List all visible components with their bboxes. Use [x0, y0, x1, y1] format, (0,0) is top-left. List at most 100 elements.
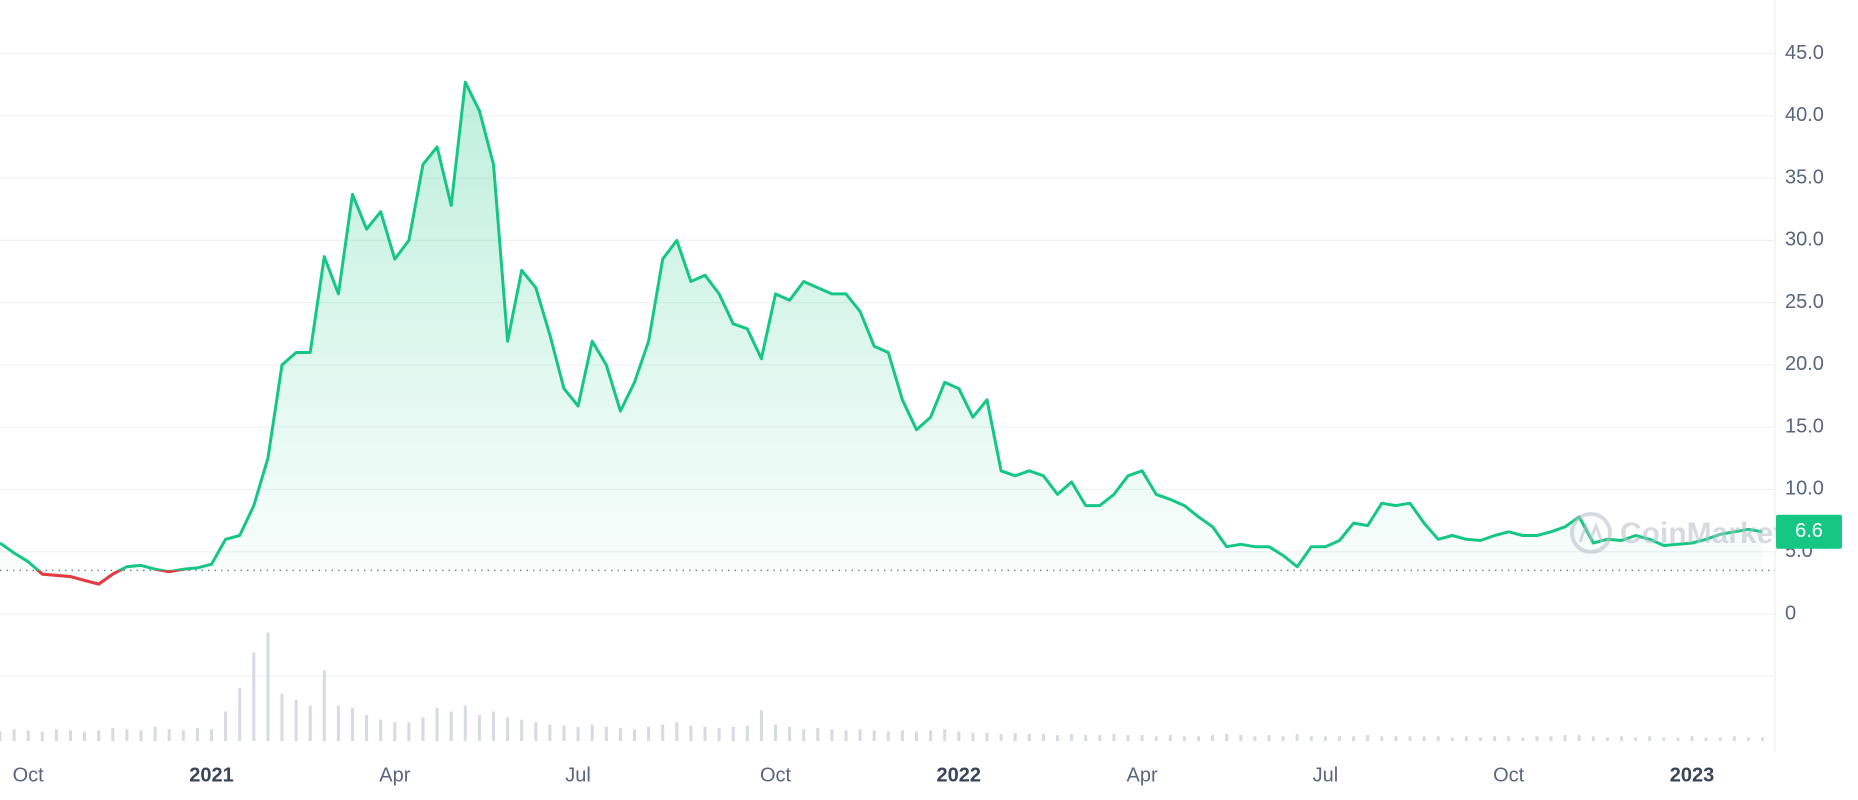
volume-bar	[252, 652, 256, 741]
volume-bar	[802, 729, 806, 741]
volume-bar	[633, 729, 636, 741]
volume-bar	[1366, 735, 1370, 741]
volume-bar	[322, 670, 326, 741]
volume-bar	[1436, 736, 1440, 741]
volume-bar	[1479, 737, 1482, 741]
volume-bar	[1648, 736, 1652, 741]
volume-bar	[985, 732, 989, 741]
volume-bar	[1197, 736, 1200, 741]
volume-bar	[1027, 733, 1031, 741]
last-price-label: 6.6	[1795, 520, 1823, 542]
volume-bar	[69, 730, 72, 741]
x-tick-label: 2022	[937, 764, 982, 786]
volume-bar	[1352, 736, 1356, 741]
volume-bar	[97, 730, 101, 741]
volume-bar	[576, 726, 580, 741]
volume-bar	[872, 730, 876, 741]
volume-bar	[929, 730, 933, 741]
volume-bar	[477, 715, 481, 741]
watermark-logo	[1570, 512, 1612, 554]
volume-bar	[1211, 735, 1215, 741]
volume-bar	[745, 725, 749, 741]
volume-bar	[1070, 733, 1074, 741]
x-tick-label: Oct	[13, 764, 45, 786]
volume-bar	[0, 731, 2, 741]
x-tick-label: Jul	[1313, 764, 1339, 786]
volume-bar	[421, 717, 425, 741]
volume-bar	[1084, 735, 1088, 741]
volume-bar	[1225, 733, 1229, 741]
volume-bar	[1408, 736, 1412, 741]
volume-bar	[1323, 736, 1327, 741]
volume-bar	[407, 722, 411, 741]
volume-bar	[759, 710, 763, 741]
volume-bar	[830, 729, 834, 741]
volume-bar	[54, 729, 58, 741]
volume-bar	[111, 728, 115, 741]
volume-bar	[12, 729, 16, 741]
volume-bar	[167, 729, 171, 741]
volume-bar	[604, 726, 608, 741]
volume-bar	[1662, 737, 1666, 741]
volume-bar	[618, 728, 622, 741]
x-tick-label: 2021	[189, 764, 234, 786]
volume-bar	[1295, 733, 1299, 741]
volume-bar	[1281, 736, 1285, 741]
volume-bar	[661, 724, 665, 741]
volume-bar	[40, 731, 44, 741]
volume-bar	[957, 731, 961, 741]
volume-bar	[1098, 735, 1102, 741]
x-tick-label: Jul	[565, 764, 591, 786]
volume-bar	[1634, 737, 1638, 741]
volume-bar	[210, 729, 213, 741]
volume-bar	[1676, 737, 1680, 741]
volume-bar	[1549, 736, 1553, 741]
volume-bar	[506, 717, 510, 741]
x-tick-label: Apr	[379, 764, 410, 786]
volume-bar	[816, 728, 820, 741]
price-line	[0, 80, 1763, 586]
volume-bar	[449, 711, 453, 741]
volume-bar	[139, 730, 143, 741]
volume-bar	[351, 707, 354, 741]
volume-bar	[675, 722, 679, 741]
volume-bar	[294, 699, 298, 741]
volume-bar	[1704, 737, 1708, 741]
volume-bar	[195, 728, 199, 741]
volume-bar	[26, 730, 30, 741]
volume-bar	[1761, 737, 1764, 741]
volume-bar	[520, 719, 524, 741]
volume-bar	[647, 726, 651, 741]
y-tick-label: 25.0	[1785, 291, 1824, 313]
volume-bar	[1140, 735, 1144, 741]
y-tick-label: 45.0	[1785, 42, 1824, 64]
area	[0, 82, 1763, 585]
volume-bar	[858, 729, 862, 741]
volume-bar	[971, 732, 975, 741]
volume-bar	[1620, 736, 1623, 741]
last-price-badge	[1776, 514, 1842, 549]
volume-bar	[280, 693, 284, 741]
volume-bar	[1746, 737, 1750, 741]
volume-bar	[1422, 736, 1426, 741]
volume-bar	[336, 705, 340, 741]
volume-bar	[365, 715, 369, 741]
volume-bar	[1041, 733, 1045, 741]
volume-bar	[774, 724, 777, 741]
volume-bar	[1239, 735, 1243, 741]
volume-bar	[1605, 737, 1609, 741]
volume-bar	[1535, 736, 1539, 741]
y-tick-label: 35.0	[1785, 166, 1824, 188]
volume-bar	[548, 724, 552, 741]
volume-bar	[999, 733, 1003, 741]
volume-bar	[1732, 736, 1736, 741]
volume-bar	[534, 722, 538, 741]
volume-bar	[1380, 736, 1384, 741]
volume-bar	[181, 730, 185, 741]
volume-bar	[1394, 736, 1398, 741]
volume-bar	[1577, 735, 1581, 741]
volume-bar	[1182, 736, 1186, 741]
volume-bar	[1126, 735, 1130, 741]
y-tick-label: 0	[1785, 602, 1796, 624]
